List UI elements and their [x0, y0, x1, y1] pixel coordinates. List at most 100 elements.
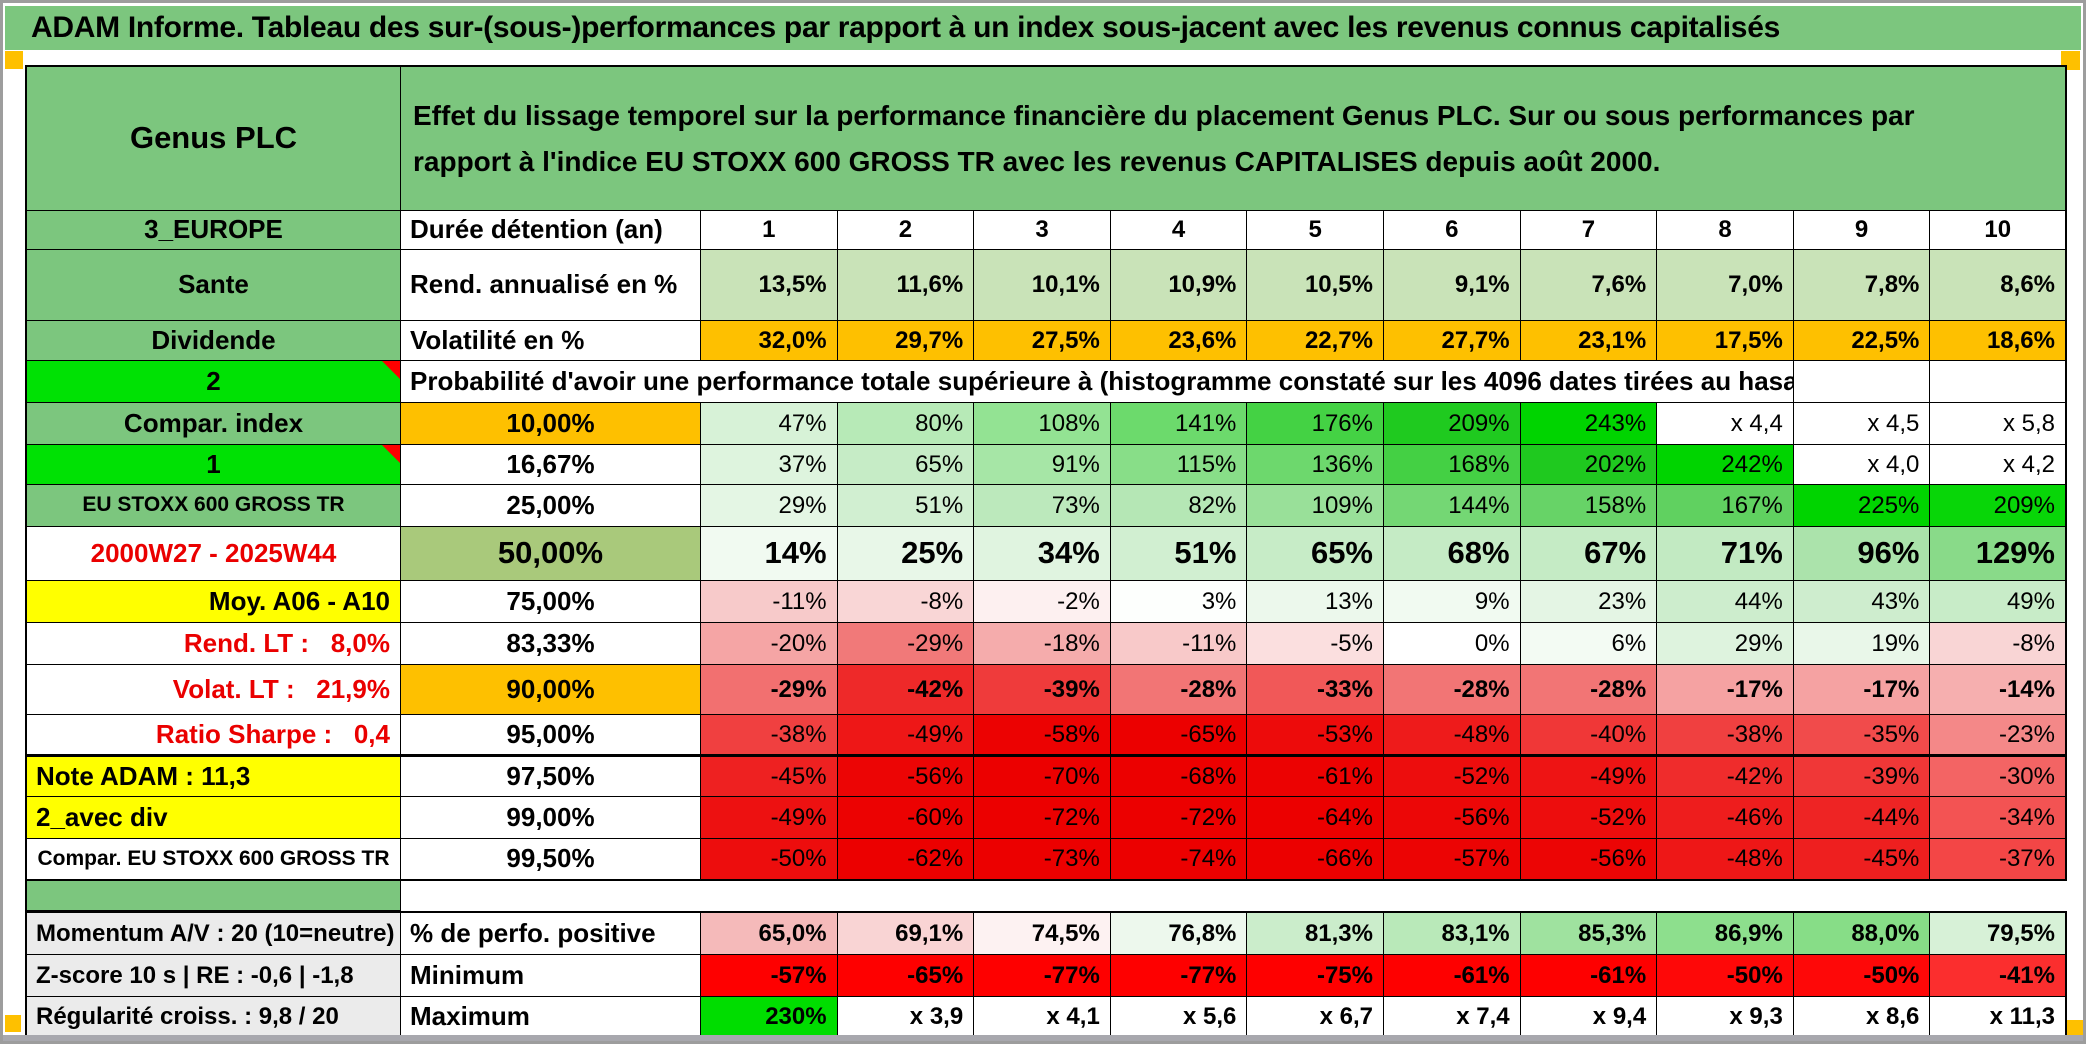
data-cell[interactable]: -70% [974, 755, 1111, 797]
percentile-cell[interactable]: 25,00% [401, 485, 701, 527]
data-cell[interactable]: -29% [701, 665, 838, 715]
metric-cell[interactable]: Minimum [401, 955, 701, 997]
data-cell[interactable]: -68% [1110, 755, 1248, 797]
row-label-cell[interactable]: Ratio Sharpe : 0,4 [25, 715, 401, 755]
data-cell[interactable]: -65% [837, 955, 975, 997]
data-cell[interactable]: 202% [1520, 445, 1658, 485]
data-cell[interactable]: -56% [1384, 797, 1521, 839]
data-cell[interactable]: -11% [701, 581, 838, 623]
data-cell[interactable]: -28% [1520, 665, 1658, 715]
data-cell[interactable]: 209% [1384, 403, 1521, 445]
row-label-cell[interactable]: Régularité croiss. : 9,8 / 20 [25, 997, 401, 1039]
data-cell[interactable]: -74% [1110, 839, 1248, 881]
row-label-cell[interactable]: Compar. index [25, 403, 401, 445]
data-cell[interactable]: 7,6% [1520, 250, 1658, 321]
data-cell[interactable]: 243% [1520, 403, 1658, 445]
data-cell[interactable]: 11,6% [837, 250, 975, 321]
data-cell[interactable]: 8 [1657, 211, 1794, 250]
data-cell[interactable]: 83,1% [1384, 911, 1521, 955]
percentile-cell[interactable]: 10,00% [401, 403, 701, 445]
row-label-cell[interactable]: 2 [25, 361, 401, 403]
data-cell[interactable]: -38% [701, 715, 838, 755]
data-cell[interactable]: 19% [1793, 623, 1931, 665]
metric-cell[interactable]: Volatilité en % [401, 321, 701, 361]
data-cell[interactable]: -48% [1384, 715, 1521, 755]
row-label-cell[interactable]: Compar. EU STOXX 600 GROSS TR [25, 839, 401, 881]
data-cell[interactable]: 144% [1384, 485, 1521, 527]
data-cell[interactable]: 17,5% [1657, 321, 1794, 361]
data-cell[interactable]: 23% [1520, 581, 1658, 623]
data-cell[interactable]: -18% [974, 623, 1111, 665]
data-cell[interactable]: 76,8% [1110, 911, 1248, 955]
data-cell[interactable]: 80% [837, 403, 975, 445]
data-cell[interactable]: -34% [1930, 797, 2067, 839]
spacer-cell[interactable] [25, 881, 401, 911]
data-cell[interactable]: 65,0% [701, 911, 838, 955]
percentile-cell[interactable]: 99,00% [401, 797, 701, 839]
data-cell[interactable]: 209% [1930, 485, 2067, 527]
data-cell[interactable]: -40% [1520, 715, 1658, 755]
data-cell[interactable]: 129% [1930, 527, 2067, 581]
data-cell[interactable]: x 4,5 [1793, 403, 1931, 445]
metric-cell[interactable]: % de perfo. positive [401, 911, 701, 955]
data-cell[interactable]: -46% [1657, 797, 1794, 839]
data-cell[interactable]: x 11,3 [1930, 997, 2067, 1039]
data-cell[interactable]: 14% [701, 527, 838, 581]
data-cell[interactable]: 65% [837, 445, 975, 485]
data-cell[interactable]: 49% [1930, 581, 2067, 623]
data-cell[interactable]: -14% [1930, 665, 2067, 715]
data-cell[interactable]: 88,0% [1793, 911, 1931, 955]
data-cell[interactable]: x 8,6 [1793, 997, 1931, 1039]
data-cell[interactable]: 25% [837, 527, 975, 581]
data-cell[interactable]: 51% [837, 485, 975, 527]
data-cell[interactable]: -61% [1520, 955, 1658, 997]
data-cell[interactable]: x 5,6 [1110, 997, 1248, 1039]
data-cell[interactable]: 9,1% [1384, 250, 1521, 321]
data-cell[interactable]: -45% [1793, 839, 1931, 881]
data-cell[interactable]: 73% [974, 485, 1111, 527]
row-label-cell[interactable]: Momentum A/V : 20 (10=neutre) [25, 911, 401, 955]
data-cell[interactable]: 158% [1520, 485, 1658, 527]
percentile-cell[interactable]: 16,67% [401, 445, 701, 485]
data-cell[interactable]: 23,1% [1520, 321, 1658, 361]
data-cell[interactable]: x 3,9 [837, 997, 975, 1039]
data-cell[interactable]: 141% [1110, 403, 1248, 445]
row-label-cell[interactable]: Rend. LT : 8,0% [25, 623, 401, 665]
data-cell[interactable]: 136% [1247, 445, 1384, 485]
data-cell[interactable]: -28% [1384, 665, 1521, 715]
data-cell[interactable] [1930, 361, 2067, 403]
data-cell[interactable]: -44% [1793, 797, 1931, 839]
data-cell[interactable]: -37% [1930, 839, 2067, 881]
data-cell[interactable]: 9% [1384, 581, 1521, 623]
data-cell[interactable]: -11% [1110, 623, 1248, 665]
data-cell[interactable]: -49% [837, 715, 975, 755]
data-cell[interactable]: 176% [1247, 403, 1384, 445]
data-cell[interactable]: -65% [1110, 715, 1248, 755]
row-label-cell[interactable]: Note ADAM : 11,3 [25, 755, 401, 797]
data-cell[interactable]: 81,3% [1247, 911, 1384, 955]
data-cell[interactable]: 10,9% [1110, 250, 1248, 321]
data-cell[interactable]: -64% [1247, 797, 1384, 839]
data-cell[interactable]: -17% [1793, 665, 1931, 715]
data-cell[interactable]: 7,8% [1793, 250, 1931, 321]
data-cell[interactable]: x 9,3 [1657, 997, 1794, 1039]
data-cell[interactable]: -49% [701, 797, 838, 839]
data-cell[interactable]: 10 [1930, 211, 2067, 250]
data-cell[interactable]: 86,9% [1657, 911, 1794, 955]
data-cell[interactable]: 23,6% [1110, 321, 1248, 361]
data-cell[interactable]: 7 [1520, 211, 1658, 250]
data-cell[interactable]: 108% [974, 403, 1111, 445]
data-cell[interactable]: 69,1% [837, 911, 975, 955]
data-cell[interactable]: 65% [1247, 527, 1384, 581]
data-cell[interactable]: 29% [1657, 623, 1794, 665]
percentile-cell[interactable]: 97,50% [401, 755, 701, 797]
row-label-cell[interactable]: Moy. A06 - A10 [25, 581, 401, 623]
data-cell[interactable]: 91% [974, 445, 1111, 485]
data-cell[interactable]: 79,5% [1930, 911, 2067, 955]
sheet-title-cell[interactable]: ADAM Informe. Tableau des sur-(sous-)per… [5, 6, 2081, 50]
data-cell[interactable]: -52% [1384, 755, 1521, 797]
row-label-cell[interactable]: 2_avec div [25, 797, 401, 839]
data-cell[interactable]: -23% [1930, 715, 2067, 755]
data-cell[interactable]: 29,7% [837, 321, 975, 361]
data-cell[interactable]: 43% [1793, 581, 1931, 623]
